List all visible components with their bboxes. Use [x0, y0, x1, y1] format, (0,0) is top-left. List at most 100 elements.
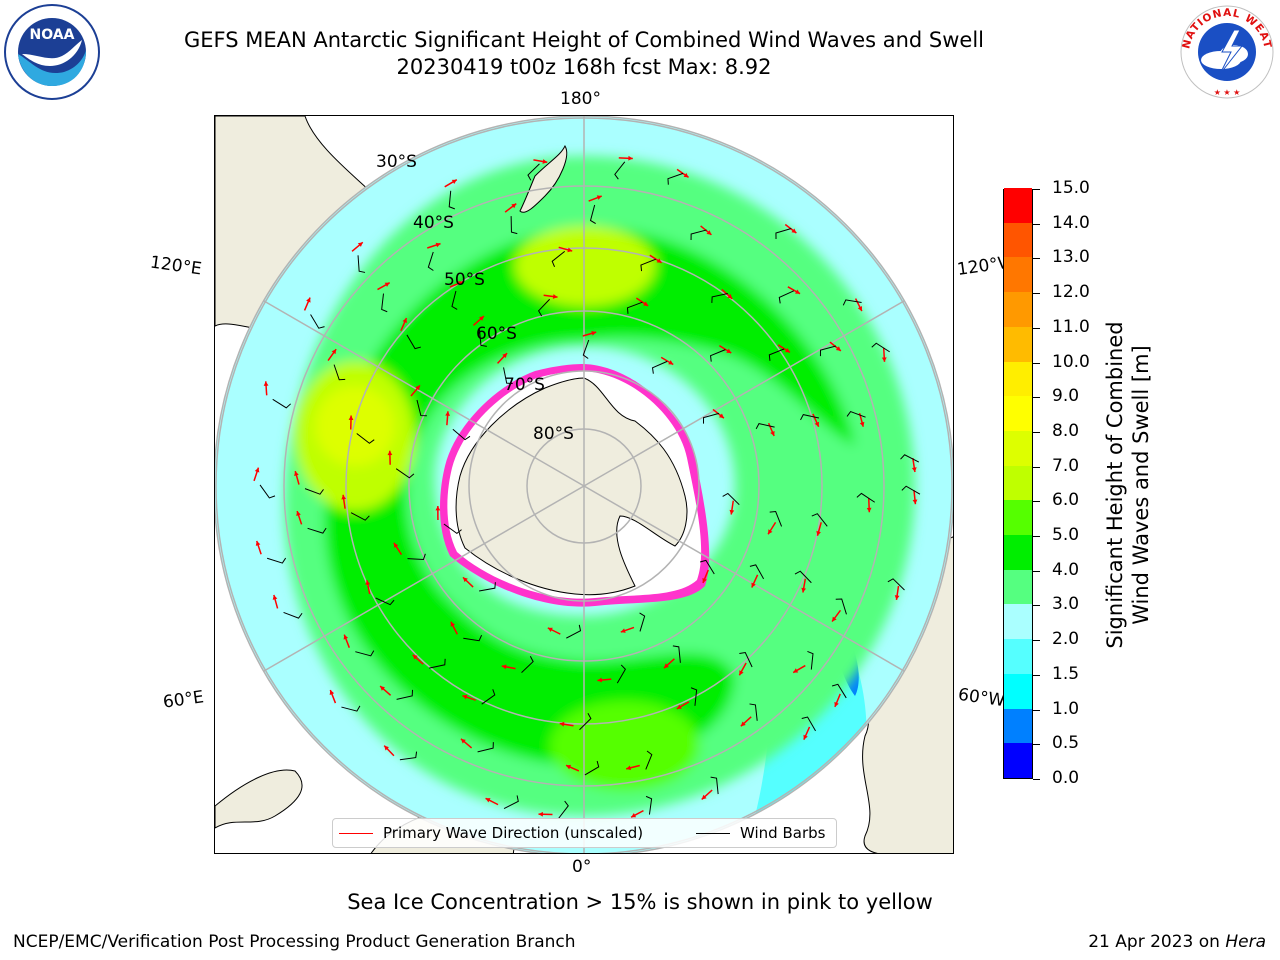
lat-label-70s: 70°S [504, 375, 545, 395]
wind-barb [304, 488, 324, 495]
africa-land [215, 769, 303, 829]
wind-barb [645, 795, 653, 815]
wave-arrow-head [365, 580, 371, 586]
wave-arrow-head [341, 494, 347, 500]
svg-text:★ ★ ★: ★ ★ ★ [1214, 88, 1241, 97]
wave-arrow-head [597, 677, 602, 683]
wave-arrow-head [348, 415, 354, 420]
wave-arrow-head [701, 794, 707, 800]
wind-barb [703, 412, 720, 424]
wave-arrow-head [263, 381, 269, 386]
colorbar-tick [1033, 570, 1040, 572]
colorbar-tick [1033, 293, 1040, 295]
wind-barb [310, 314, 325, 329]
footer-credit: NCEP/EMC/Verification Post Processing Pr… [13, 932, 576, 952]
wind-barb [463, 635, 483, 642]
wave-arrow-head [740, 721, 746, 727]
wind-barb [739, 651, 753, 668]
wind-barb [846, 410, 866, 418]
wind-barb [429, 658, 446, 669]
colorbar-segment [1004, 187, 1032, 223]
wave-arrow-head [834, 701, 839, 707]
wind-barb [639, 612, 646, 632]
wave-arrow-head [628, 155, 633, 161]
wind-barb [333, 364, 346, 381]
wind-barb [503, 367, 513, 385]
wind-barb [448, 190, 455, 210]
colorbar-tick-label: 5.0 [1052, 525, 1080, 546]
wind-barb [406, 334, 421, 350]
legend-item-wind-barbs: Wind Barbs [696, 824, 825, 842]
wave-arrow-head [567, 247, 573, 253]
lon-label-60e: 60°E [161, 687, 206, 713]
wind-barb [672, 645, 681, 663]
wind-barb [558, 800, 569, 819]
wave-arrow-head [795, 289, 801, 294]
wind-barb [835, 598, 847, 615]
colorbar-tick [1033, 223, 1040, 225]
colorbar-tick-label: 6.0 [1052, 490, 1080, 511]
wave-arrow-head [832, 616, 837, 622]
lon-label-60w: 60°W [956, 684, 1007, 712]
wind-barb [350, 512, 370, 521]
wind-barb [527, 163, 540, 181]
wave-arrow-head [384, 745, 389, 751]
wave-arrow-head [814, 421, 820, 427]
wave-arrow-head [656, 258, 662, 263]
wave-arrow-head [881, 357, 887, 362]
wave-arrow-head [559, 721, 565, 727]
wave-arrow-head [255, 540, 261, 546]
colorbar-segment [1004, 361, 1032, 397]
noaa-logo-icon: NOAA [4, 4, 100, 100]
wave-arrow-head [547, 627, 553, 632]
wind-barb [690, 687, 698, 706]
colorbar-tick-label: 7.0 [1052, 455, 1080, 476]
wind-barb [341, 705, 361, 712]
wave-arrow-head [460, 738, 466, 744]
lon-label-120e: 120°E [148, 252, 203, 280]
wave-arrow-head [751, 582, 756, 588]
map-canvas [215, 116, 953, 853]
wind-barb [710, 349, 726, 362]
wind-barb [551, 250, 566, 268]
wind-barb [396, 689, 414, 700]
wave-arrow-head [445, 411, 451, 416]
wind-barb [589, 204, 596, 224]
wind-barb [356, 433, 375, 444]
colorbar-segment [1004, 465, 1032, 501]
wind-barb [283, 611, 303, 619]
wind-barb [616, 664, 627, 684]
wave-arrow-head [801, 587, 807, 593]
colorbar-tick-label: 15.0 [1052, 178, 1090, 198]
wind-barb [667, 172, 684, 185]
wave-arrow-head [502, 353, 508, 358]
wind-barb [811, 513, 828, 527]
wind-barb [768, 348, 785, 361]
wind-barb [477, 742, 494, 753]
wind-barb [537, 298, 551, 317]
wind-barb [521, 656, 534, 673]
sea-ice-caption: Sea Ice Concentration > 15% is shown in … [347, 890, 933, 914]
colorbar-tick [1033, 605, 1040, 607]
colorbar-tick [1033, 640, 1040, 642]
wind-barb [451, 290, 458, 310]
colorbar-segment [1004, 708, 1032, 744]
wind-barb [901, 485, 921, 495]
wave-arrow-head [457, 281, 463, 286]
wind-barb [375, 597, 395, 606]
wind-barb [769, 511, 783, 527]
wave-arrow-head [718, 413, 724, 419]
colorbar-tick [1033, 709, 1040, 711]
colorbar-tick-label: 13.0 [1052, 247, 1090, 268]
wave-arrow-head [566, 764, 572, 770]
wave-arrow-head [791, 228, 797, 234]
wind-barb [749, 564, 765, 580]
colorbar-tick [1033, 536, 1040, 538]
wind-barb [819, 345, 837, 357]
colorbar-tick [1033, 744, 1040, 746]
colorbar-tick-label: 10.0 [1052, 351, 1090, 372]
wind-barb [755, 423, 775, 430]
forecast-subtitle: 20230419 t00z 168h fcst Max: 8.92 [396, 55, 772, 79]
red-line-icon [339, 833, 373, 834]
noaa-logo-text: NOAA [30, 27, 75, 43]
